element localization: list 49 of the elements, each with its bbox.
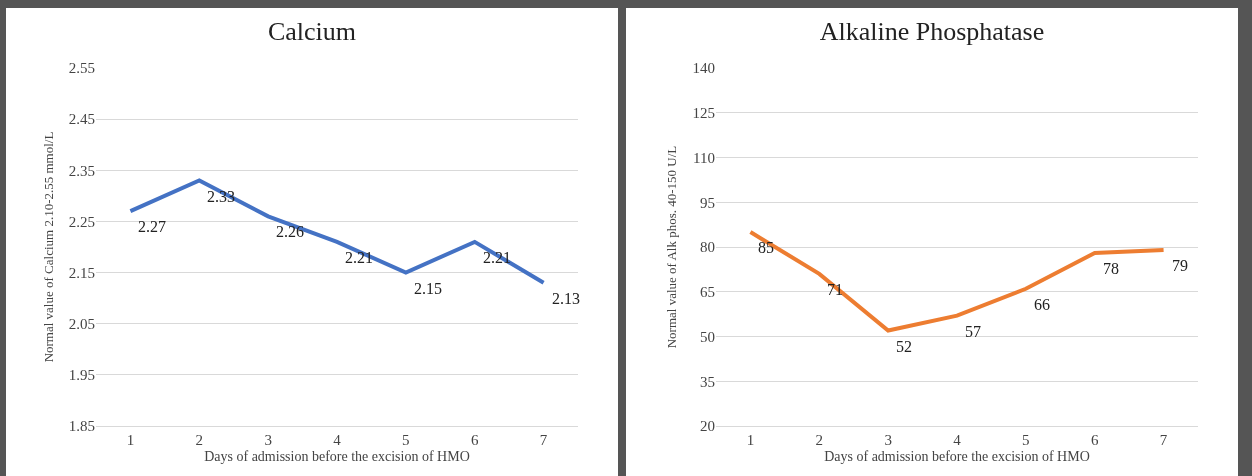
y-axis-title: Normal value of Calcium 2.10-2.55 mmol/L (40, 131, 56, 363)
y-tick-label: 2.45 (68, 111, 95, 128)
line-series (128, 178, 546, 285)
y-tick-label: 2.35 (68, 162, 95, 179)
data-label: 2.26 (276, 223, 304, 240)
y-tick-label: 65 (700, 284, 715, 300)
data-label: 78 (1103, 260, 1119, 277)
x-tick-label: 6 (470, 432, 479, 448)
y-tick-label: 95 (700, 194, 715, 211)
y-tick-label: 35 (700, 373, 715, 390)
y-tick-label: 80 (700, 239, 715, 256)
data-label: 57 (965, 323, 981, 340)
y-tick-label: 1.95 (68, 367, 95, 384)
data-label: 85 (758, 239, 774, 256)
data-label: 2.13 (552, 290, 580, 307)
x-tick-label: 4 (953, 432, 962, 448)
x-tick-label: 2 (815, 432, 824, 448)
y-axis-title: Normal value of Alk phos. 40-150 U/L (664, 145, 680, 349)
data-label: 79 (1172, 257, 1188, 274)
data-label: 66 (1034, 296, 1050, 313)
y-tick-label: 1.85 (68, 418, 95, 435)
y-tick-label: 2.25 (68, 213, 95, 230)
x-tick-label: 1 (126, 432, 135, 448)
y-tick-label: 110 (693, 149, 715, 166)
x-tick-label: 2 (195, 432, 204, 448)
y-tick-label: 125 (692, 105, 715, 121)
y-tick-label: 2.55 (68, 60, 95, 77)
x-axis-title: Days of admission before the excision of HMO (824, 449, 1090, 465)
y-tick-label: 140 (692, 60, 715, 77)
y-tick-label: 2.05 (68, 315, 95, 332)
x-tick-label: 5 (1022, 432, 1030, 448)
data-label: 2.21 (345, 249, 373, 266)
y-tick-label: 50 (700, 328, 715, 345)
chart-title: Calcium (267, 17, 357, 47)
x-tick-label: 6 (1090, 432, 1099, 448)
y-tick-label: 2.15 (68, 264, 95, 281)
x-tick-label: 3 (264, 432, 272, 448)
x-tick-label: 4 (333, 432, 342, 448)
data-label: 52 (896, 338, 912, 355)
y-tick-label: 20 (700, 418, 715, 435)
x-tick-label: 5 (402, 432, 410, 448)
x-axis-title: Days of admission before the excision of HMO (204, 449, 470, 465)
x-tick-label: 7 (1159, 432, 1168, 448)
x-tick-label: 7 (539, 432, 548, 448)
data-label: 2.27 (138, 218, 166, 235)
chart-title: Alkaline Phosphatase (819, 17, 1045, 47)
x-tick-label: 1 (746, 432, 755, 448)
data-label: 2.15 (414, 280, 442, 297)
x-tick-label: 3 (884, 432, 892, 448)
